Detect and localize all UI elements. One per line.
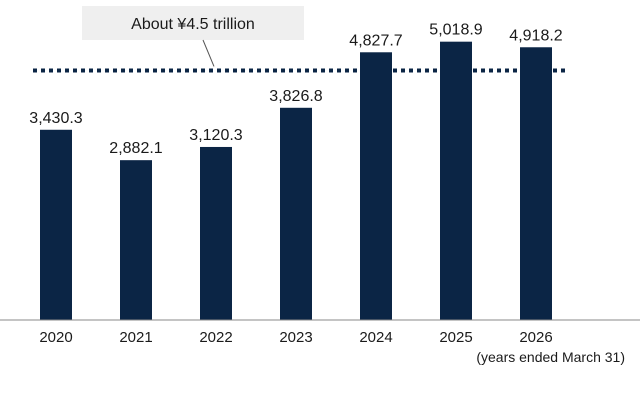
- x-tick-2021: 2021: [119, 329, 152, 346]
- x-tick-2023: 2023: [279, 329, 312, 346]
- bar-2024: [360, 52, 392, 320]
- x-axis-note: (years ended March 31): [476, 349, 625, 365]
- bar-2022: [200, 146, 232, 320]
- data-label-2023: 3,826.8: [269, 88, 322, 105]
- annotation-label: About ¥4.5 trillion: [131, 16, 255, 33]
- bar-2021: [120, 160, 152, 320]
- data-label-2021: 2,882.1: [109, 140, 162, 157]
- bar-2025: [440, 41, 472, 321]
- x-tick-2024: 2024: [359, 329, 392, 346]
- bar-2020: [40, 129, 72, 320]
- x-tick-2020: 2020: [39, 329, 72, 346]
- x-tick-2026: 2026: [519, 329, 552, 346]
- data-labels-layer: 3,430.3 2,882.1 3,120.3 3,826.8 4,827.7 5,018…: [29, 22, 562, 157]
- x-tick-2025: 2025: [439, 329, 472, 346]
- data-label-2024: 4,827.7: [349, 32, 402, 49]
- bars-layer: [40, 41, 552, 321]
- data-label-2025: 5,018.9: [429, 22, 482, 39]
- data-label-2026: 4,918.2: [509, 27, 562, 44]
- x-tick-2022: 2022: [199, 329, 232, 346]
- bar-2026: [520, 47, 552, 320]
- data-label-2022: 3,120.3: [189, 127, 242, 144]
- reference-annotation: About ¥4.5 trillion: [82, 6, 304, 67]
- x-tick-labels-layer: 2020 2021 2022 2023 2024 2025 2026: [39, 329, 552, 346]
- annotation-box: [82, 6, 304, 40]
- data-label-2020: 3,430.3: [29, 110, 82, 127]
- annotation-leader-line: [202, 39, 215, 67]
- bar-2023: [280, 107, 312, 320]
